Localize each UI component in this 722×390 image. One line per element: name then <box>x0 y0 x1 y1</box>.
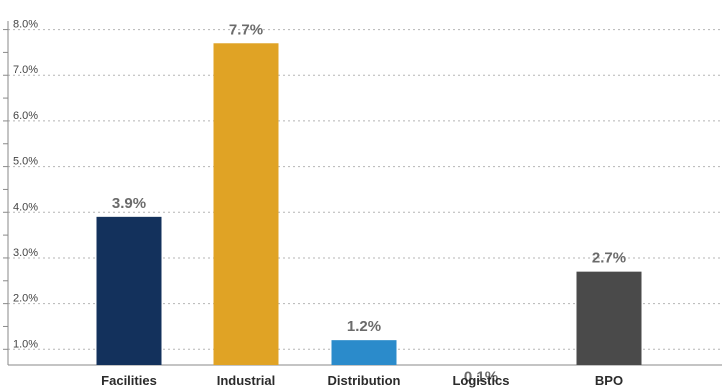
bar-facilities <box>96 216 162 365</box>
x-axis-labels: Facilities Industrial Distribution Logistic… <box>101 373 623 388</box>
y-tick-label: 7.0% <box>13 64 38 76</box>
x-tick-label: Industrial <box>217 373 276 388</box>
data-label: 2.7% <box>592 250 626 267</box>
x-tick-label: Facilities <box>101 373 157 388</box>
x-tick-label: Logistics <box>452 373 509 388</box>
x-tick-label: BPO <box>595 373 623 388</box>
bars <box>96 43 642 366</box>
data-label: 7.7% <box>229 21 263 38</box>
data-labels: 3.9% 7.7% 1.2% 0.1% 2.7% <box>112 21 626 385</box>
y-tick-label: 5.0% <box>13 156 38 168</box>
data-label: 3.9% <box>112 195 146 212</box>
bar-distribution <box>331 340 397 365</box>
y-tick-label: 3.0% <box>13 247 38 259</box>
y-tick-label: 8.0% <box>13 19 38 31</box>
y-tick-label: 2.0% <box>13 293 38 305</box>
y-tick-label: 6.0% <box>13 110 38 122</box>
y-tick-label: 1.0% <box>13 338 38 350</box>
data-label: 1.2% <box>347 318 381 335</box>
y-tick-label: 4.0% <box>13 201 38 213</box>
x-tick-label: Distribution <box>328 373 401 388</box>
bar-bpo <box>576 271 642 365</box>
bar-industrial <box>213 43 279 366</box>
data-label: 0.1% <box>464 368 498 385</box>
